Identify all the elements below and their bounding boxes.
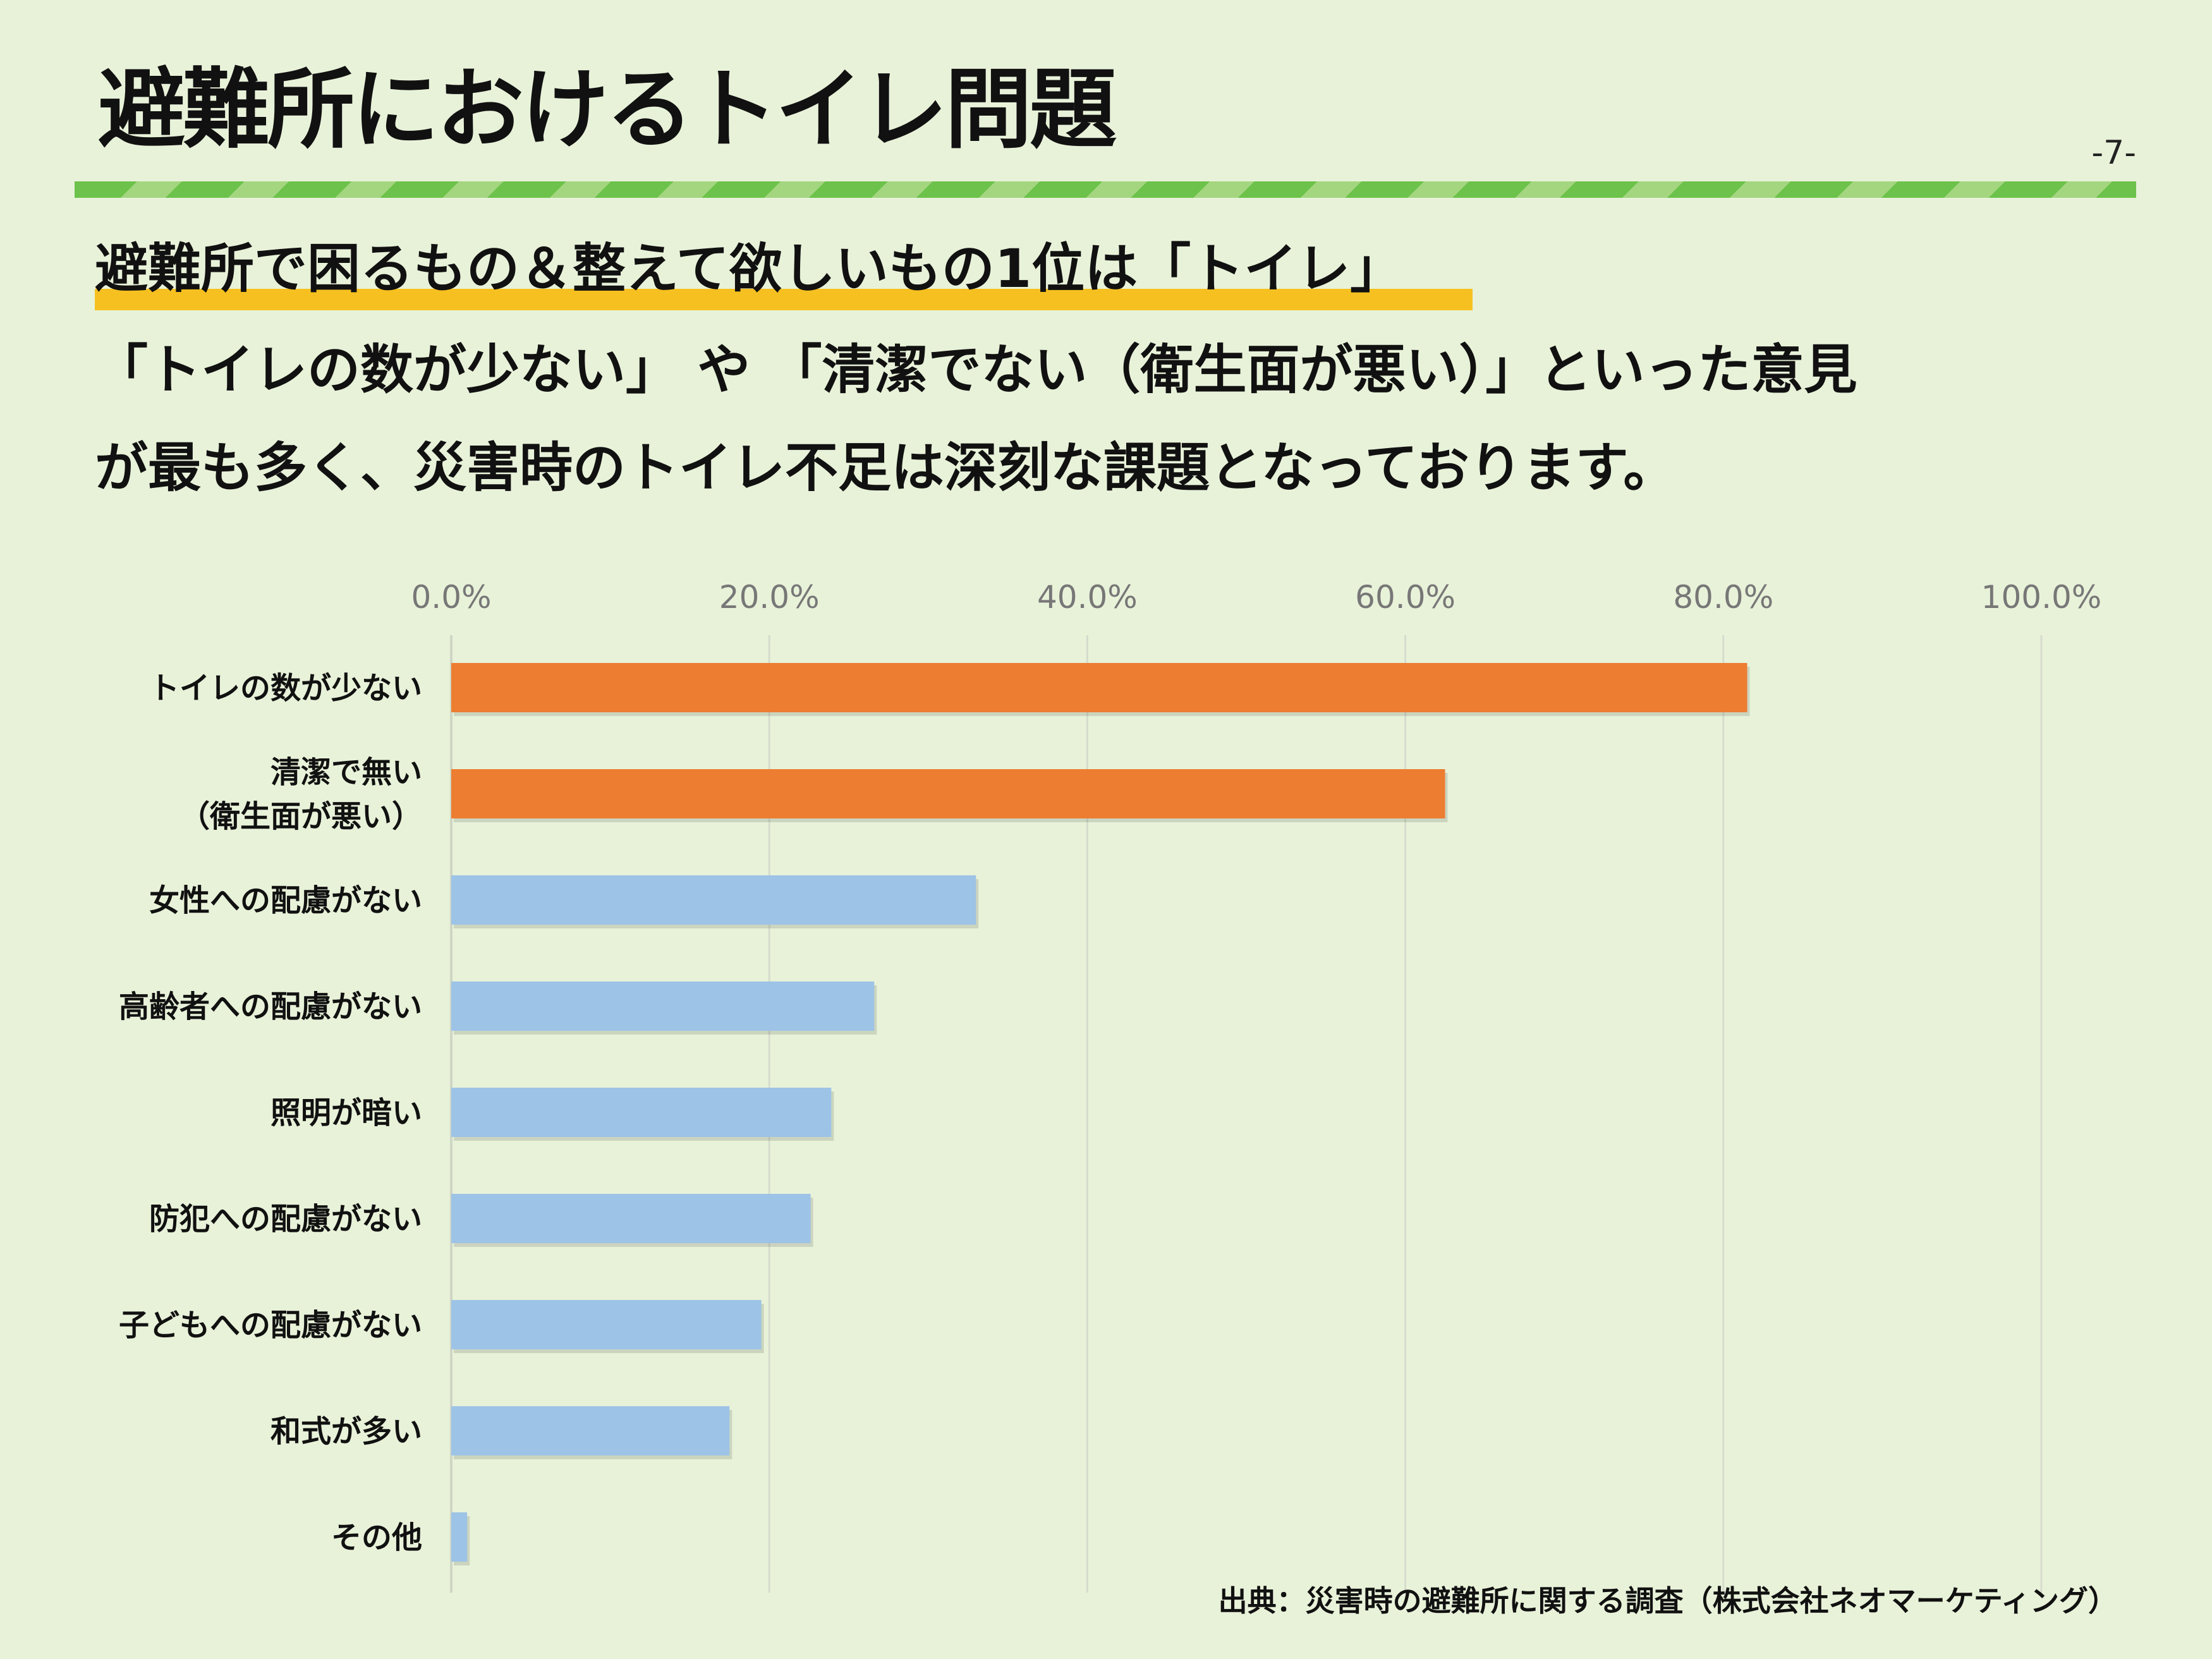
bar — [451, 769, 1445, 818]
category-label: トイレの数が少ない — [149, 671, 422, 706]
x-tick-label: 40.0% — [1037, 579, 1138, 616]
body-text-line-2: が最も多く、災害時のトイレ不足は深刻な課題となっております。 — [95, 437, 1677, 499]
body-text-line-1: 「トイレの数が少ない」 や 「清潔でない（衛生面が悪い）」といった意見 — [95, 339, 1857, 401]
category-label: 女性への配慮がない — [149, 883, 422, 918]
category-label: 和式が多い — [270, 1414, 422, 1449]
headline-block: 避難所で困るもの＆整えて欲しいもの1位は「トイレ」 — [95, 237, 1473, 310]
x-tick-label: 0.0% — [411, 579, 491, 616]
slide-title: 避難所におけるトイレ問題 — [98, 59, 1117, 161]
category-label: 子どもへの配慮がない — [119, 1308, 422, 1343]
bar — [451, 875, 976, 925]
x-tick-label: 20.0% — [719, 579, 820, 616]
bar — [451, 1194, 811, 1243]
headline-highlight-marker — [95, 289, 1473, 310]
title-underline-stripe — [75, 181, 2136, 198]
category-label: 高齢者への配慮がない — [119, 989, 422, 1024]
category-label: （衛生面が悪い） — [179, 799, 422, 834]
category-label: その他 — [331, 1520, 422, 1555]
bar — [451, 1512, 468, 1562]
category-label: 照明が暗い — [270, 1095, 422, 1131]
page-number: -7- — [2091, 134, 2136, 172]
category-label: 清潔で無い — [270, 755, 422, 790]
bar — [451, 1088, 832, 1137]
bar — [451, 663, 1747, 712]
x-tick-label: 80.0% — [1673, 579, 1773, 616]
x-tick-label: 100.0% — [1981, 579, 2102, 616]
bar — [451, 1406, 730, 1455]
headline: 避難所で困るもの＆整えて欲しいもの1位は「トイレ」 — [95, 238, 1404, 300]
x-tick-label: 60.0% — [1355, 579, 1455, 616]
bar — [451, 1300, 762, 1349]
category-label: 防犯への配慮がない — [149, 1201, 422, 1237]
bar — [451, 981, 875, 1031]
source-citation: 出典：災害時の避難所に関する調査（株式会社ネオマーケティング） — [1218, 1584, 2117, 1618]
